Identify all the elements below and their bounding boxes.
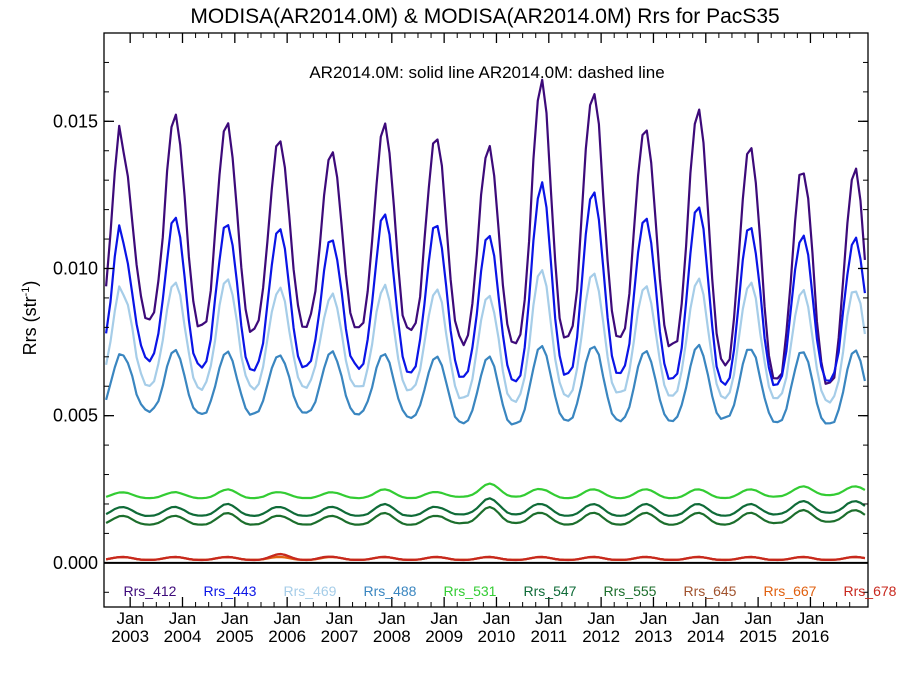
y-tick-label: 0.015 — [53, 111, 98, 131]
x-tick-label-year: 2009 — [425, 627, 463, 646]
y-tick-label: 0.005 — [53, 406, 98, 426]
x-tick-label-month: Jan — [535, 609, 562, 628]
x-tick-label-year: 2012 — [582, 627, 620, 646]
legend-item-rrs-488: Rrs_488 — [364, 583, 417, 599]
x-tick-label-year: 2010 — [478, 627, 516, 646]
series-line-rrs-531 — [105, 482, 866, 500]
x-tick-label-month: Jan — [273, 609, 300, 628]
series-line-rrs-555 — [105, 505, 866, 526]
x-tick-label-month: Jan — [692, 609, 719, 628]
x-tick-label-year: 2003 — [111, 627, 149, 646]
x-tick-label-year: 2011 — [531, 627, 568, 646]
x-tick-label-year: 2004 — [164, 627, 202, 646]
legend-item-rrs-547: Rrs_547 — [524, 583, 577, 599]
y-tick-label: 0.000 — [53, 553, 98, 573]
line-style-annotation: AR2014.0M: solid line AR2014.0M: dashed … — [309, 63, 664, 82]
series-line-rrs-469 — [105, 269, 866, 404]
x-axis-ticks: Jan2003Jan2004Jan2005Jan2006Jan2007Jan20… — [111, 33, 851, 646]
x-tick-label-year: 2005 — [216, 627, 254, 646]
series-line-rrs-443 — [105, 181, 866, 387]
x-tick-label-month: Jan — [326, 609, 353, 628]
series-line-rrs-678 — [105, 552, 866, 562]
x-tick-label-month: Jan — [744, 609, 771, 628]
legend-item-rrs-443: Rrs_443 — [204, 583, 257, 599]
x-tick-label-year: 2016 — [792, 627, 830, 646]
legend-item-rrs-678: Rrs_678 — [844, 583, 897, 599]
y-tick-label: 0.010 — [53, 258, 98, 278]
x-tick-label-month: Jan — [116, 609, 143, 628]
legend-item-rrs-469: Rrs_469 — [284, 583, 337, 599]
x-tick-label-month: Jan — [797, 609, 824, 628]
x-tick-label-month: Jan — [483, 609, 510, 628]
series-line-rrs-547 — [105, 497, 866, 518]
x-tick-label-month: Jan — [221, 609, 248, 628]
legend-item-rrs-667: Rrs_667 — [764, 583, 817, 599]
y-axis-label-main: Rrs (str — [20, 296, 40, 355]
series-line-rrs-488 — [105, 343, 866, 426]
legend-item-rrs-412: Rrs_412 — [124, 583, 177, 599]
chart-title: MODISA(AR2014.0M) & MODISA(AR2014.0M) Rr… — [190, 5, 779, 28]
y-axis-label-superscript: -1 — [20, 287, 32, 297]
legend-item-rrs-531: Rrs_531 — [444, 583, 497, 599]
series-lines — [105, 78, 866, 562]
legend-item-rrs-555: Rrs_555 — [604, 583, 657, 599]
x-tick-label-month: Jan — [430, 609, 457, 628]
x-tick-label-year: 2013 — [635, 627, 673, 646]
x-tick-label-year: 2006 — [268, 627, 306, 646]
y-axis-label-close: ) — [20, 281, 40, 287]
y-axis-label: Rrs (str-1) — [20, 281, 40, 356]
x-tick-label-month: Jan — [169, 609, 196, 628]
x-tick-label-month: Jan — [587, 609, 614, 628]
x-tick-label-year: 2015 — [739, 627, 777, 646]
plot-frame — [103, 32, 869, 608]
x-tick-label-year: 2007 — [321, 627, 359, 646]
legend-item-rrs-645: Rrs_645 — [684, 583, 737, 599]
legend: Rrs_412 Rrs_443 Rrs_469 Rrs_488 Rrs_531 Rrs_5… — [124, 583, 897, 599]
x-tick-label-year: 2008 — [373, 627, 411, 646]
series-line-rrs-412 — [105, 78, 866, 385]
x-tick-label-month: Jan — [378, 609, 405, 628]
x-tick-label-month: Jan — [640, 609, 667, 628]
x-tick-label-year: 2014 — [687, 627, 725, 646]
y-axis-ticks: 0.000 0.005 0.010 0.015 — [53, 61, 868, 593]
